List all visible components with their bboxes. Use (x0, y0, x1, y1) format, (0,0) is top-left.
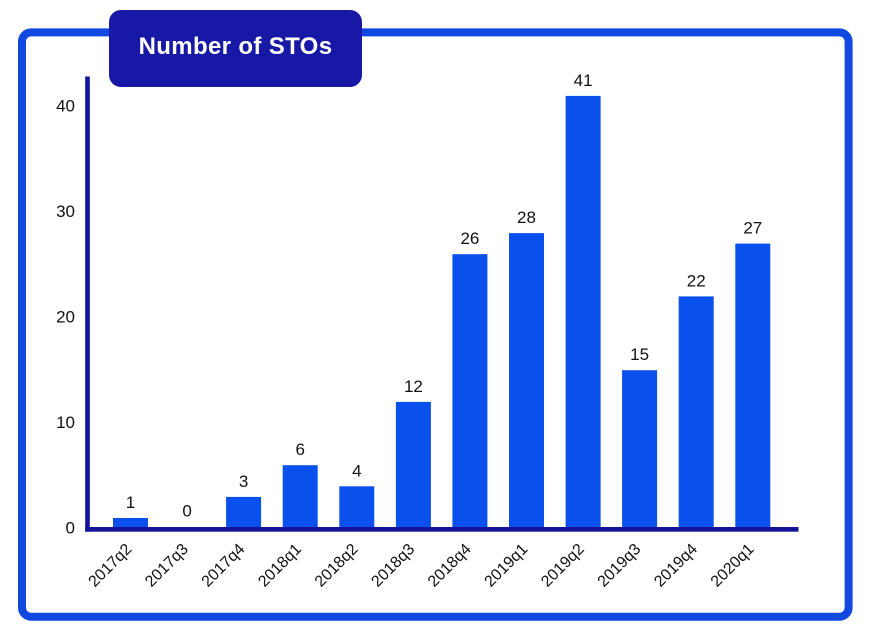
svg-text:27: 27 (743, 219, 762, 238)
svg-text:Number of STOs: Number of STOs (139, 33, 333, 60)
svg-text:40: 40 (56, 97, 75, 116)
svg-text:28: 28 (517, 208, 536, 227)
svg-text:15: 15 (630, 345, 649, 364)
svg-text:10: 10 (56, 413, 75, 432)
svg-text:20: 20 (56, 308, 75, 327)
svg-text:3: 3 (239, 472, 248, 491)
svg-text:0: 0 (182, 502, 191, 521)
svg-text:0: 0 (66, 519, 75, 538)
svg-text:12: 12 (404, 377, 423, 396)
svg-text:41: 41 (574, 71, 593, 90)
svg-text:30: 30 (56, 202, 75, 221)
svg-text:26: 26 (460, 229, 479, 248)
svg-text:6: 6 (295, 440, 304, 459)
svg-text:1: 1 (126, 493, 135, 512)
svg-text:4: 4 (352, 461, 361, 480)
svg-text:22: 22 (687, 271, 706, 290)
